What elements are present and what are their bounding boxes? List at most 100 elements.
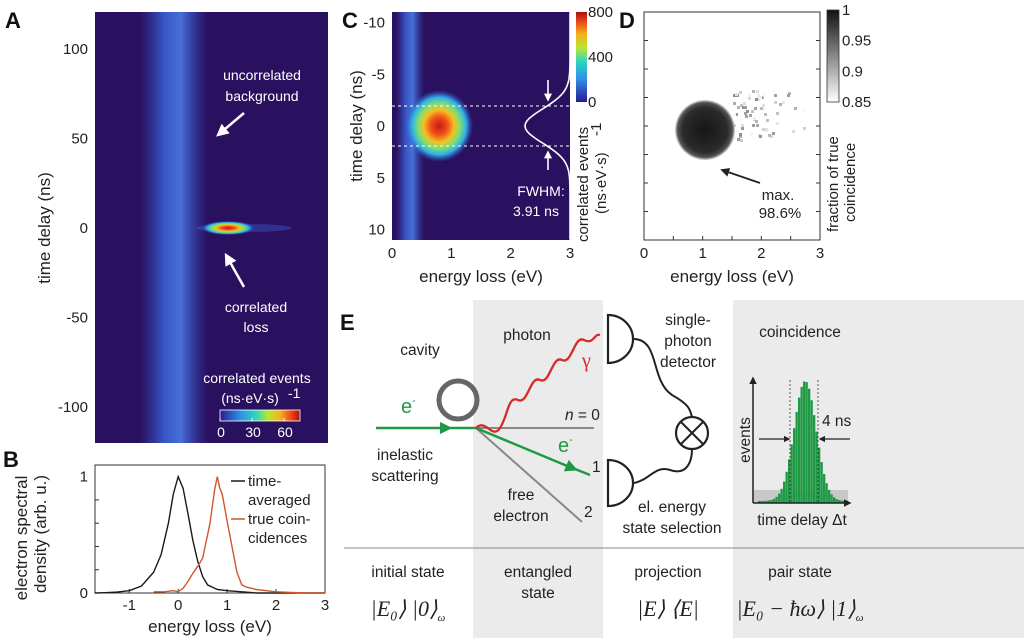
chart-c-ytick-label: -5 bbox=[372, 66, 385, 83]
colorbar-d-tick-label: 0.95 bbox=[842, 33, 871, 50]
chart-b-series-time-averaged bbox=[94, 474, 325, 594]
heatmap-d-pixel bbox=[770, 135, 773, 138]
chart-a-ytick: -100 bbox=[58, 399, 88, 416]
heatmap-d-pixel bbox=[756, 90, 759, 93]
annotation-max-value: 98.6% bbox=[759, 205, 802, 222]
chart-b-frame bbox=[94, 464, 326, 594]
heatmap-d-pixel bbox=[748, 94, 751, 97]
colorbar-c-label: correlated events bbox=[575, 127, 592, 242]
heatmap-d-pixel bbox=[762, 104, 765, 107]
heatmap-d-pixel bbox=[792, 130, 795, 133]
heatmap-d-pixel bbox=[737, 106, 740, 109]
colorbar-a-tick-label: 60 bbox=[277, 424, 293, 440]
heatmap-d-pixel bbox=[766, 119, 769, 122]
colorbar-c-tick-label: 0 bbox=[588, 94, 596, 111]
panel-label-b: B bbox=[3, 447, 19, 472]
heatmap-d-pixel bbox=[735, 113, 738, 116]
stage-formula: |E⟩ ⟨E| bbox=[637, 596, 699, 621]
heatmap-d-pixel bbox=[765, 128, 768, 131]
legend-time-averaged-2: averaged bbox=[248, 492, 311, 509]
chart-c-xtick-label: 0 bbox=[388, 245, 396, 262]
photon-label: photon bbox=[503, 327, 550, 344]
heatmap-d-pixel bbox=[746, 110, 749, 113]
heatmap-a-correlated-peak bbox=[202, 221, 254, 235]
heatmap-d-pixel bbox=[788, 92, 791, 95]
heatmap-d-pixel bbox=[776, 122, 779, 125]
histogram-bar bbox=[785, 471, 788, 503]
free-electron-label-1: free bbox=[508, 487, 535, 504]
annotation-correlated: correlated bbox=[225, 299, 287, 315]
arrow-max bbox=[720, 168, 761, 184]
panel-label-c: C bbox=[342, 8, 358, 33]
colorbar-a bbox=[219, 409, 301, 422]
heatmap-d-pixel bbox=[759, 135, 762, 138]
fwhm-label: FWHM: bbox=[517, 183, 564, 199]
colorbar-a-unit-exp: -1 bbox=[288, 385, 301, 401]
chart-c-xlabel: energy loss (eV) bbox=[419, 267, 543, 286]
diagram-e: cavity e- inelastic scattering photon γ … bbox=[344, 300, 1024, 638]
chart-b: -1 0 1 2 3 0 1 electron spectral density (arb.… bbox=[12, 464, 329, 636]
heatmap-d-pixel bbox=[743, 102, 746, 105]
histogram-bar bbox=[760, 500, 763, 503]
histogram-bar bbox=[783, 481, 786, 503]
chart-b-xtick-label: 1 bbox=[223, 597, 231, 614]
heatmap-d-pixel bbox=[741, 127, 744, 130]
heatmap-d-pixel bbox=[764, 113, 767, 116]
heatmap-d-pixel bbox=[733, 137, 736, 140]
legend-time-averaged-1: time- bbox=[248, 473, 281, 490]
inelastic-label-2: scattering bbox=[371, 468, 438, 485]
detector-label-1: single- bbox=[665, 312, 711, 329]
chart-b-xtick-label: 2 bbox=[272, 597, 280, 614]
histogram-bar bbox=[788, 459, 791, 503]
chart-b-legend: time- averaged true coin- cidences bbox=[231, 473, 311, 547]
window-width-label: 4 ns bbox=[822, 413, 852, 430]
colorbar-c bbox=[576, 12, 587, 102]
stage-label: entangled bbox=[504, 564, 572, 581]
stage-label: pair state bbox=[768, 564, 832, 581]
heatmap-d-pixel bbox=[739, 135, 742, 138]
wire-top bbox=[633, 338, 693, 418]
heatmap-d-pixel bbox=[757, 98, 760, 101]
electron-in-label: e- bbox=[401, 395, 416, 418]
histogram-bar bbox=[790, 444, 793, 503]
histogram-bar bbox=[793, 428, 796, 503]
chart-a: 100 50 0 -50 -100 time delay (ns) uncorrelat… bbox=[35, 12, 328, 443]
heatmap-d-pixel bbox=[733, 102, 736, 105]
stage-label: projection bbox=[634, 564, 701, 581]
heatmap-d-pixel bbox=[737, 138, 740, 141]
heatmap-a-elastic-stripe bbox=[140, 12, 208, 443]
free-electron-label-2: electron bbox=[493, 508, 548, 525]
stage-band-pair bbox=[733, 300, 1024, 638]
selection-label-1: el. energy bbox=[638, 499, 706, 516]
heatmap-d-pixel bbox=[755, 120, 758, 123]
arrow-uncorrelated bbox=[216, 112, 245, 137]
panel-label-e: E bbox=[340, 310, 355, 335]
stage-formula-subscript: ω bbox=[856, 612, 864, 624]
heatmap-d-pixel bbox=[757, 94, 760, 97]
coincidence-histogram bbox=[758, 381, 848, 503]
panel-label-a: A bbox=[5, 8, 21, 33]
n2-label: 2 bbox=[584, 504, 593, 521]
histogram-bar bbox=[775, 496, 778, 503]
colorbar-c-tick-label: 800 bbox=[588, 4, 613, 21]
histogram-bar bbox=[763, 500, 766, 503]
chart-a-ylabel: time delay (ns) bbox=[35, 172, 54, 283]
events-axis-label: events bbox=[737, 417, 754, 463]
heatmap-d-pixel bbox=[733, 113, 736, 116]
histogram-bar bbox=[825, 483, 828, 503]
chart-a-ytick: 50 bbox=[71, 131, 88, 148]
colorbar-a-unit: (ns·eV·s) bbox=[221, 390, 279, 406]
heatmap-d-pixel bbox=[752, 90, 755, 93]
electron-out-label: e- bbox=[558, 434, 573, 457]
histogram-bar bbox=[810, 400, 813, 503]
chart-c-xtick-label: 2 bbox=[506, 245, 514, 262]
selection-label-2: state selection bbox=[622, 520, 721, 537]
chart-a-ytick: 0 bbox=[80, 220, 88, 237]
heatmap-d-pixel bbox=[782, 101, 785, 104]
chart-b-xtick-label: 0 bbox=[174, 597, 182, 614]
chart-d-xtick-label: 1 bbox=[698, 245, 706, 262]
fwhm-value: 3.91 ns bbox=[513, 203, 559, 219]
heatmap-d-pixel bbox=[774, 94, 777, 97]
photon-detector-icon bbox=[606, 313, 635, 365]
